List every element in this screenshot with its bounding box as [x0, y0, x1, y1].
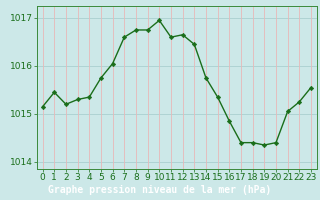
Text: Graphe pression niveau de la mer (hPa): Graphe pression niveau de la mer (hPa) — [48, 185, 272, 195]
